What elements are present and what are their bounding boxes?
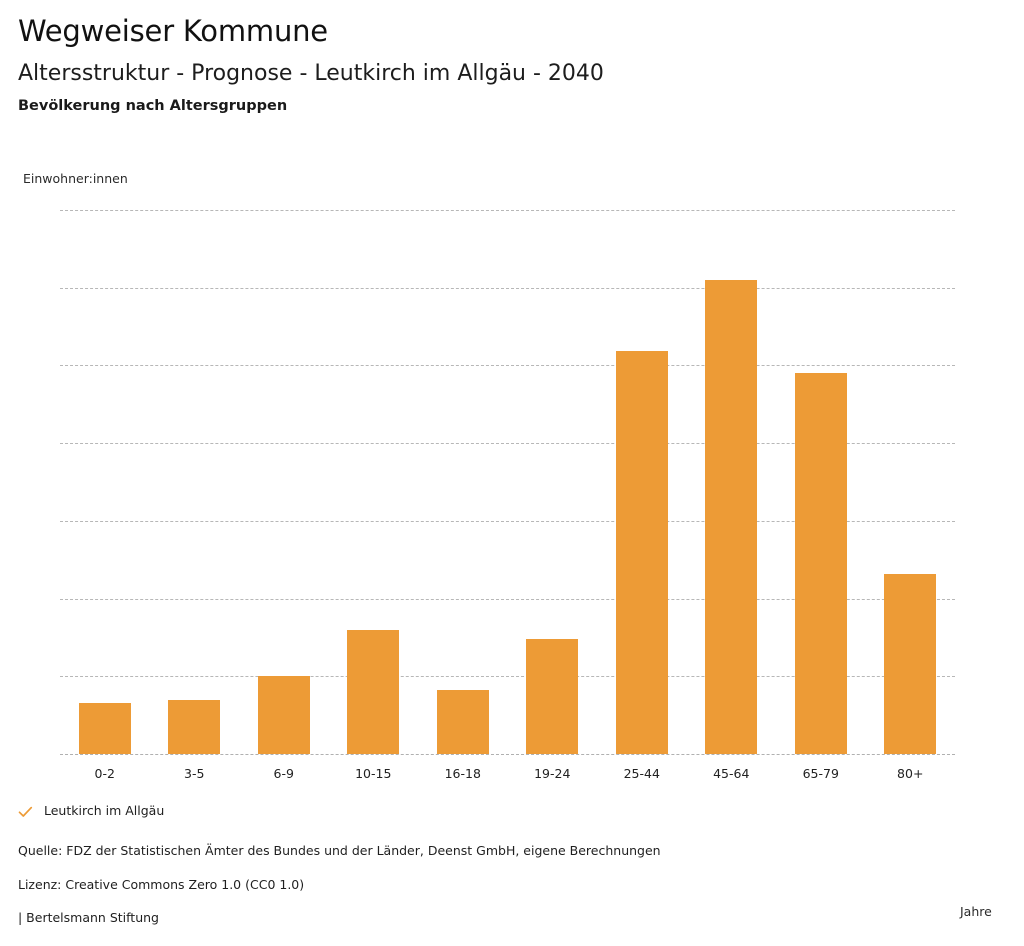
check-icon (18, 804, 33, 818)
footer-publisher: | Bertelsmann Stiftung (18, 910, 159, 926)
gridline (60, 754, 955, 755)
chart-footer: Quelle: FDZ der Statistischen Ämter des … (18, 843, 998, 926)
bar-slot (866, 210, 956, 754)
chart-header: Wegweiser Kommune Altersstruktur - Progn… (18, 14, 1008, 116)
legend-item-label: Leutkirch im Allgäu (44, 803, 165, 818)
x-axis-tick-label: 6-9 (273, 766, 294, 781)
bar[interactable] (78, 702, 131, 754)
bar[interactable] (705, 279, 758, 754)
gridline (60, 287, 955, 289)
gridline (60, 520, 955, 522)
x-axis-title: Jahre (960, 904, 992, 919)
footer-license: Lizenz: Creative Commons Zero 1.0 (CC0 1… (18, 876, 305, 892)
x-axis-tick-label: 0-2 (94, 766, 115, 781)
gridline (60, 365, 955, 367)
bar-slot (597, 210, 687, 754)
bar[interactable] (436, 690, 489, 754)
y-axis-title: Einwohner:innen (23, 171, 128, 186)
bar-series (60, 210, 955, 754)
x-axis-tick-label: 65-79 (802, 766, 839, 781)
gridline (60, 676, 955, 678)
plot-region: 01.0002.0003.0004.0005.0006.0007.000 0-2… (60, 210, 955, 781)
chart-legend[interactable]: Leutkirch im Allgäu (18, 803, 164, 818)
chart-caption: Bevölkerung nach Altersgruppen (18, 98, 288, 115)
x-axis-tick-label: 16-18 (444, 766, 481, 781)
bar-slot (329, 210, 419, 754)
bar[interactable] (257, 676, 310, 754)
bar-slot (508, 210, 598, 754)
gridline (60, 598, 955, 600)
x-axis-tick-label: 25-44 (623, 766, 660, 781)
x-axis-tick-label: 45-64 (713, 766, 750, 781)
x-axis-tick-label: 3-5 (184, 766, 205, 781)
bar[interactable] (884, 574, 937, 754)
bar-slot (687, 210, 777, 754)
bar[interactable] (794, 373, 847, 754)
bar-slot (60, 210, 150, 754)
bar[interactable] (526, 638, 579, 754)
bar[interactable] (168, 699, 221, 754)
page-title: Wegweiser Kommune (18, 14, 328, 48)
x-axis-tick-label: 80+ (897, 766, 924, 781)
chart-subtitle: Altersstruktur - Prognose - Leutkirch im… (18, 60, 604, 86)
bar[interactable] (615, 351, 668, 754)
x-axis-tick-label: 19-24 (534, 766, 571, 781)
bar[interactable] (347, 629, 400, 754)
bar-slot (776, 210, 866, 754)
gridline (60, 443, 955, 445)
chart-area: Einwohner:innen 01.0002.0003.0004.0005.0… (0, 160, 1024, 919)
gridline (60, 210, 955, 211)
footer-source: Quelle: FDZ der Statistischen Ämter des … (18, 843, 661, 858)
bar-slot (418, 210, 508, 754)
x-axis-tick-label: 10-15 (355, 766, 392, 781)
bar-slot (239, 210, 329, 754)
bar-slot (150, 210, 240, 754)
